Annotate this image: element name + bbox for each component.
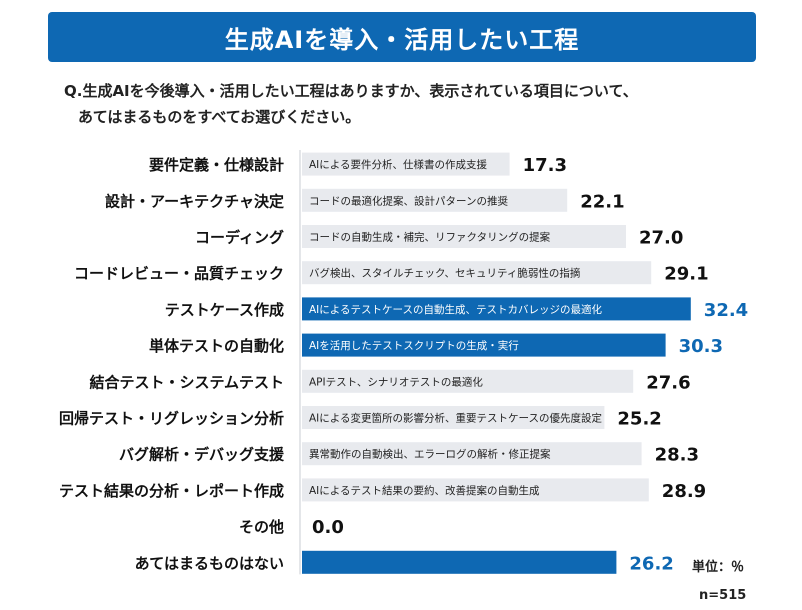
bar (302, 442, 642, 466)
category-label: コードレビュー・品質チェック (74, 265, 284, 283)
data-label: 26.2 (629, 553, 673, 574)
bar (302, 297, 691, 321)
data-label: 27.6 (646, 372, 690, 393)
question-line-1: Q.生成AIを今後導入・活用したい工程はありますか、表示されている項目について、 (64, 82, 638, 100)
bar-description: APIテスト、シナリオテストの最適化 (309, 375, 483, 388)
bar (302, 225, 626, 248)
bar (302, 478, 649, 502)
category-label: 回帰テスト・リグレッション分析 (59, 410, 284, 428)
category-label: コーディング (195, 229, 284, 247)
bar (302, 261, 652, 285)
category-label: 設計・アーキテクチャ決定 (105, 192, 284, 210)
category-label: 要件定義・仕様設計 (149, 156, 284, 174)
data-label: 0.0 (312, 517, 344, 538)
bar (302, 550, 617, 574)
bar-description: AIによる要件分析、仕様書の作成支援 (309, 158, 487, 171)
category-label: テスト結果の分析・レポート作成 (59, 482, 284, 500)
bar-description: AIによるテスト結果の要約、改善提案の自動生成 (309, 484, 540, 497)
category-label: 単体テストの自動化 (149, 337, 284, 355)
bar-description: AIを活用したテストスクリプトの生成・実行 (309, 339, 519, 352)
data-label: 27.0 (639, 228, 683, 249)
bar (302, 152, 510, 176)
question-line-2: あてはまるものをすべてお選びください。 (78, 108, 361, 126)
category-label: あてはまるものはない (135, 554, 284, 572)
data-label: 25.2 (617, 409, 661, 430)
bar-description: コードの最適化提案、設計パターンの推奨 (309, 194, 508, 207)
bar-description: AIによるテストケースの自動生成、テストカバレッジの最適化 (309, 303, 602, 316)
category-label: 結合テスト・システムテスト (89, 373, 284, 391)
bar (302, 369, 634, 393)
sample-size-label: n=515 (699, 588, 747, 603)
category-label: その他 (239, 518, 284, 536)
data-label: 29.1 (664, 264, 708, 285)
data-label: 22.1 (580, 191, 624, 212)
data-label: 28.9 (662, 481, 706, 502)
chart-title: 生成AIを導入・活用したい工程 (224, 25, 580, 54)
category-label: テストケース作成 (165, 301, 284, 319)
bar-description: AIによる変更箇所の影響分析、重要テストケースの優先度設定 (309, 412, 602, 425)
bar (302, 406, 605, 429)
data-label: 30.3 (679, 336, 723, 357)
chart-title-banner: 生成AIを導入・活用したい工程 (48, 12, 756, 62)
bar-description: コードの自動生成・補完、リファクタリングの提案 (309, 231, 551, 244)
bar-description: 異常動作の自動検出、エラーログの解析・修正提案 (309, 448, 551, 461)
unit-label: 単位：％ (692, 560, 745, 575)
data-label: 28.3 (655, 445, 699, 466)
data-label: 32.4 (704, 300, 748, 321)
question-text: Q.生成AIを今後導入・活用したい工程はありますか、表示されている項目について、… (64, 78, 774, 130)
bar (302, 333, 666, 357)
category-label: バグ解析・デバッグ支援 (119, 446, 285, 464)
data-label: 17.3 (523, 155, 567, 176)
bar (302, 188, 568, 212)
bar-description: バグ検出、スタイルチェック、セキュリティ脆弱性の指摘 (309, 267, 580, 280)
